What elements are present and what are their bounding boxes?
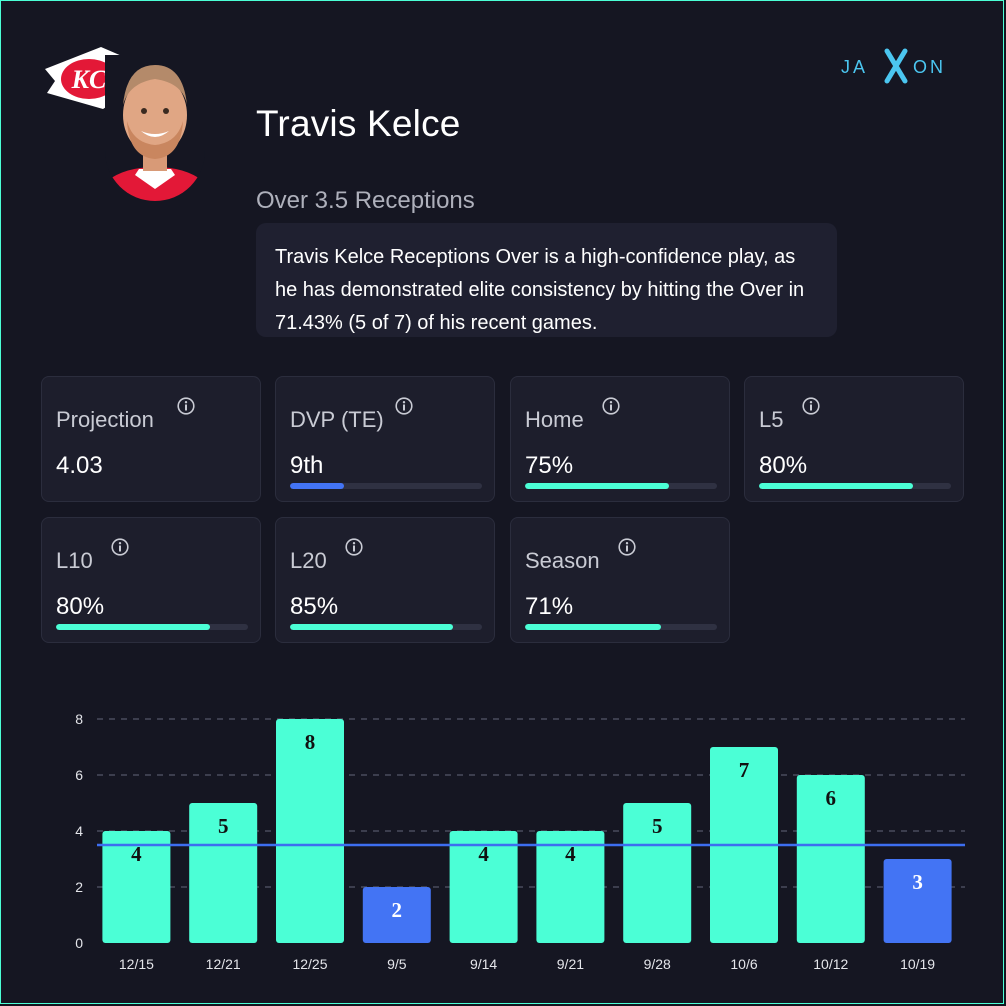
info-icon[interactable]	[177, 397, 195, 415]
stat-progress-track	[290, 624, 482, 630]
y-tick-label: 0	[75, 935, 83, 951]
stat-progress-fill	[525, 483, 669, 489]
stat-card-l20: L20 85%	[275, 517, 495, 643]
stat-progress-fill	[525, 624, 661, 630]
prop-title: Over 3.5 Receptions	[256, 187, 475, 215]
y-tick-label: 8	[75, 711, 83, 727]
info-icon[interactable]	[395, 397, 413, 415]
y-tick-label: 6	[75, 767, 83, 783]
x-tick-label: 12/15	[119, 956, 154, 972]
player-name: Travis Kelce	[256, 103, 461, 145]
x-tick-label: 10/6	[730, 956, 757, 972]
stat-value: 80%	[759, 452, 807, 480]
bar-value-label: 7	[739, 758, 750, 782]
stat-label: DVP (TE)	[290, 407, 384, 433]
player-headshot	[105, 55, 205, 201]
svg-text:ON: ON	[913, 57, 946, 77]
bar-value-label: 6	[826, 786, 837, 810]
stat-value: 4.03	[56, 452, 103, 480]
stat-card-projection: Projection 4.03	[41, 376, 261, 502]
info-icon[interactable]	[345, 538, 363, 556]
stat-value: 75%	[525, 452, 573, 480]
stat-label: L5	[759, 407, 783, 433]
stat-card-l5: L5 80%	[744, 376, 964, 502]
stat-card-home: Home 75%	[510, 376, 730, 502]
info-icon[interactable]	[802, 397, 820, 415]
x-tick-label: 10/12	[813, 956, 848, 972]
stat-label: Projection	[56, 407, 154, 433]
x-tick-label: 9/14	[470, 956, 497, 972]
prop-summary: Travis Kelce Receptions Over is a high-c…	[256, 223, 837, 337]
x-tick-label: 9/21	[557, 956, 584, 972]
stat-card-dvp: DVP (TE) 9th	[275, 376, 495, 502]
stat-progress-track	[525, 624, 717, 630]
svg-text:JA: JA	[841, 57, 868, 77]
stat-label: Season	[525, 548, 600, 574]
x-tick-label: 12/21	[206, 956, 241, 972]
stat-card-season: Season 71%	[510, 517, 730, 643]
stat-label: L10	[56, 548, 93, 574]
stat-progress-track	[525, 483, 717, 489]
svg-text:KC: KC	[71, 65, 107, 94]
info-icon[interactable]	[618, 538, 636, 556]
bar-value-label: 5	[218, 814, 229, 838]
info-icon[interactable]	[111, 538, 129, 556]
brand-logo: JA ON	[841, 47, 963, 85]
bar-value-label: 8	[305, 730, 316, 754]
stat-card-l10: L10 80%	[41, 517, 261, 643]
y-tick-label: 4	[75, 823, 83, 839]
info-icon[interactable]	[602, 397, 620, 415]
stat-progress-fill	[56, 624, 210, 630]
x-tick-label: 9/5	[387, 956, 407, 972]
stat-value: 85%	[290, 593, 338, 621]
bar-value-label: 5	[652, 814, 663, 838]
stat-value: 9th	[290, 452, 323, 480]
x-tick-label: 10/19	[900, 956, 935, 972]
x-tick-label: 12/25	[292, 956, 327, 972]
x-tick-label: 9/28	[644, 956, 671, 972]
y-tick-label: 2	[75, 879, 83, 895]
stat-progress-track	[290, 483, 482, 489]
stat-value: 80%	[56, 593, 104, 621]
bar-value-label: 2	[392, 898, 403, 922]
stat-progress-fill	[290, 624, 453, 630]
stat-progress-fill	[290, 483, 344, 489]
stat-label: Home	[525, 407, 584, 433]
stat-progress-fill	[759, 483, 913, 489]
stat-progress-track	[759, 483, 951, 489]
stat-progress-track	[56, 624, 248, 630]
stat-label: L20	[290, 548, 327, 574]
card-frame: KC JA ON Travis Kelce Over 3.5 Reception…	[0, 0, 1004, 1004]
receptions-bar-chart: 02468412/15512/21812/2529/549/1449/2159/…	[1, 691, 1006, 991]
bar-value-label: 3	[912, 870, 923, 894]
stat-value: 71%	[525, 593, 573, 621]
